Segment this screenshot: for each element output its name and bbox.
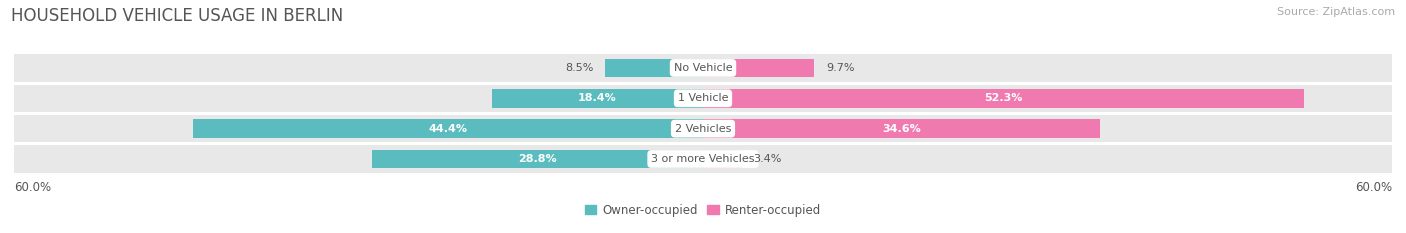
Text: 3.4%: 3.4% bbox=[754, 154, 782, 164]
Text: 8.5%: 8.5% bbox=[565, 63, 593, 73]
Bar bbox=[492, 89, 703, 108]
Text: 60.0%: 60.0% bbox=[14, 181, 51, 194]
Bar bbox=[14, 85, 1392, 112]
Bar bbox=[703, 119, 1101, 138]
Text: 3 or more Vehicles: 3 or more Vehicles bbox=[651, 154, 755, 164]
Text: Source: ZipAtlas.com: Source: ZipAtlas.com bbox=[1277, 7, 1395, 17]
Text: 28.8%: 28.8% bbox=[519, 154, 557, 164]
Text: 44.4%: 44.4% bbox=[429, 124, 468, 134]
Text: 1 Vehicle: 1 Vehicle bbox=[678, 93, 728, 103]
Bar bbox=[703, 150, 742, 168]
Bar bbox=[373, 150, 703, 168]
Text: 34.6%: 34.6% bbox=[883, 124, 921, 134]
Text: 18.4%: 18.4% bbox=[578, 93, 617, 103]
Bar bbox=[606, 58, 703, 77]
Text: 9.7%: 9.7% bbox=[825, 63, 855, 73]
Text: 52.3%: 52.3% bbox=[984, 93, 1022, 103]
Text: 2 Vehicles: 2 Vehicles bbox=[675, 124, 731, 134]
Legend: Owner-occupied, Renter-occupied: Owner-occupied, Renter-occupied bbox=[579, 199, 827, 222]
Bar bbox=[193, 119, 703, 138]
Text: No Vehicle: No Vehicle bbox=[673, 63, 733, 73]
Text: HOUSEHOLD VEHICLE USAGE IN BERLIN: HOUSEHOLD VEHICLE USAGE IN BERLIN bbox=[11, 7, 343, 25]
Bar bbox=[14, 115, 1392, 142]
Bar bbox=[14, 145, 1392, 173]
Bar bbox=[703, 89, 1303, 108]
Bar bbox=[703, 58, 814, 77]
Text: 60.0%: 60.0% bbox=[1355, 181, 1392, 194]
Bar bbox=[14, 54, 1392, 82]
